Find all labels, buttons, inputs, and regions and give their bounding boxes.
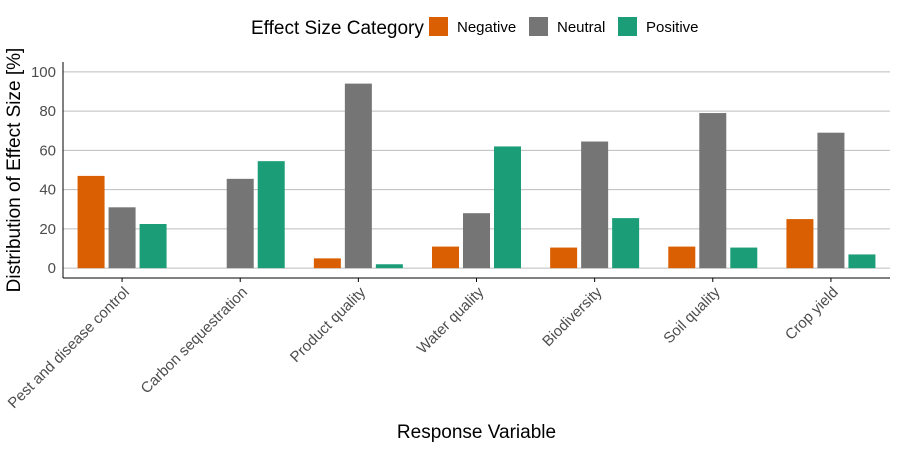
bar-negative	[668, 246, 696, 269]
legend-swatch-neutral	[529, 17, 548, 36]
bar-negative	[77, 175, 105, 269]
legend-title: Effect Size Category	[251, 18, 424, 39]
y-tick-label: 100	[31, 64, 56, 81]
x-tick-label: Pest and disease control	[5, 284, 133, 412]
legend-label-neutral: Neutral	[557, 19, 605, 36]
y-tick-label: 20	[39, 221, 56, 238]
y-tick-label: 60	[39, 142, 56, 159]
x-tick-label: Soil quality	[660, 283, 724, 347]
bar-positive	[612, 218, 640, 269]
bar-negative	[786, 219, 814, 269]
bar-neutral	[108, 207, 136, 269]
bar-negative	[550, 247, 578, 269]
bars	[77, 83, 876, 269]
x-tick-label: Crop yield	[782, 284, 842, 344]
legend-swatch-positive	[618, 17, 637, 36]
bar-neutral	[463, 213, 490, 269]
legend: Effect Size Category Negative Neutral Posi…	[251, 17, 699, 39]
bar-neutral	[581, 141, 609, 269]
bar-positive	[139, 224, 167, 269]
bar-positive	[848, 254, 876, 269]
bar-positive	[375, 264, 403, 269]
bar-positive	[730, 247, 758, 269]
bar-negative	[313, 258, 341, 269]
bar-positive	[257, 161, 285, 269]
x-tick-label: Product quality	[287, 283, 370, 366]
legend-label-negative: Negative	[457, 19, 516, 36]
bar-positive	[494, 146, 521, 269]
bar-negative	[432, 246, 459, 269]
x-axis-title: Response Variable	[397, 422, 556, 443]
y-axis-title: Distribution of Effect Size [%]	[4, 48, 25, 293]
y-tick-label: 80	[39, 103, 56, 120]
bar-neutral	[699, 113, 727, 269]
bar-neutral	[226, 178, 254, 269]
legend-label-positive: Positive	[646, 19, 699, 36]
bar-neutral	[344, 83, 372, 269]
legend-swatch-negative	[429, 17, 448, 36]
y-tick-label: 0	[48, 260, 56, 277]
x-tick-label: Biodiversity	[539, 283, 606, 350]
x-tick-label: Water quality	[414, 283, 488, 357]
bar-neutral	[817, 132, 845, 269]
y-tick-label: 40	[39, 182, 56, 199]
x-tick-label: Carbon sequestration	[138, 284, 251, 397]
axes: 0 20 40 60 80 100 Pest and disease control Carb…	[5, 62, 890, 412]
